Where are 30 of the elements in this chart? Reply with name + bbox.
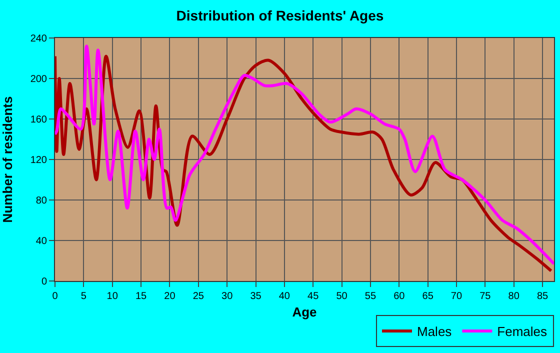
y-tick-label: 200	[30, 74, 48, 85]
y-tick-label: 120	[30, 155, 48, 166]
x-tick-label: 75	[480, 291, 492, 302]
x-tick-label: 55	[364, 291, 376, 302]
x-tick-label: 60	[394, 291, 406, 302]
x-tick-label: 15	[135, 291, 148, 302]
y-tick-label: 0	[41, 276, 48, 288]
x-tick-label: 70	[450, 291, 462, 302]
y-tick-label: 40	[36, 236, 48, 247]
y-tick-label: 80	[36, 196, 48, 206]
chart-title: Distribution of Residents' Ages	[176, 7, 384, 24]
x-tick-label: 0	[52, 291, 58, 302]
x-tick-label: 35	[250, 291, 262, 302]
x-tick-label: 45	[308, 291, 320, 302]
x-tick-label: 85	[536, 291, 549, 302]
x-tick-label: 25	[192, 291, 204, 302]
x-tick-label: 40	[278, 291, 290, 302]
x-tick-label: 50	[336, 291, 348, 302]
y-tick-label: 160	[30, 114, 48, 126]
legend-label: Males	[417, 324, 452, 340]
x-axis-title: Age	[292, 304, 317, 320]
y-axis-title: Number of residents	[0, 96, 15, 223]
x-tick-label: 10	[106, 291, 118, 302]
x-tick-label: 80	[508, 291, 520, 302]
legend-label: Females	[497, 324, 548, 340]
x-tick-label: 5	[80, 291, 87, 302]
x-tick-label: 20	[164, 291, 176, 302]
x-tick-label: 65	[422, 291, 434, 302]
y-tick-label: 240	[30, 34, 48, 44]
x-tick-label: 30	[222, 291, 234, 302]
